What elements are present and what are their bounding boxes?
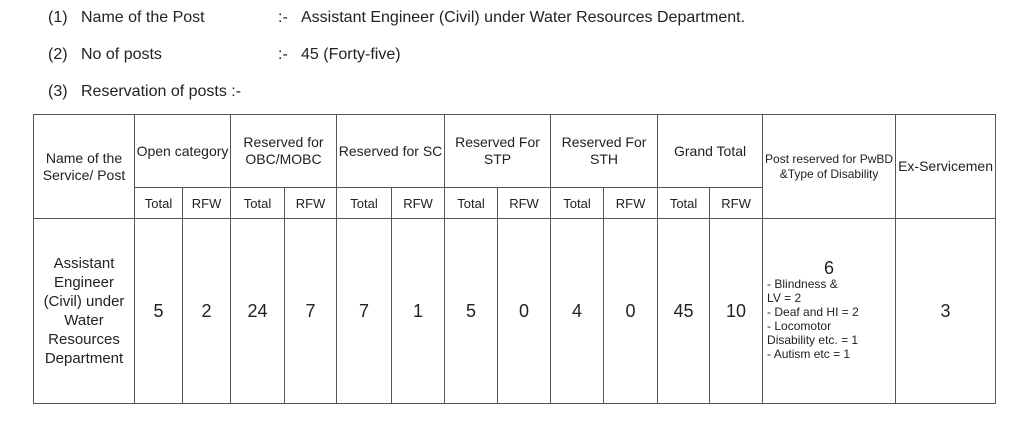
header-sth: Reserved For STH xyxy=(550,114,659,188)
header-sc: Reserved for SC xyxy=(336,114,446,188)
subheader-total: Total xyxy=(657,187,711,219)
pwbd-count: 6 xyxy=(824,258,835,278)
pwbd-line: - Deaf and HI = 2 xyxy=(767,305,859,319)
subheader-total: Total xyxy=(134,187,183,219)
subheader-rfw: RFW xyxy=(182,187,231,219)
table-row: Assistant Engineer (Civil) under Water R… xyxy=(33,218,997,404)
subheader-total: Total xyxy=(230,187,285,219)
service-name-cell: Assistant Engineer (Civil) under Water R… xyxy=(33,218,135,404)
obc-total-cell: 24 xyxy=(230,218,285,404)
pwbd-line: - Autism etc = 1 xyxy=(767,347,851,361)
subheader-rfw: RFW xyxy=(709,187,764,219)
stp-total-cell: 5 xyxy=(444,218,499,404)
subheader-rfw: RFW xyxy=(283,187,338,219)
stp-rfw-cell: 0 xyxy=(497,218,552,404)
grand-total-cell: 45 xyxy=(657,218,711,404)
header-stp: Reserved For STP xyxy=(444,114,552,188)
subheader-rfw: RFW xyxy=(497,187,552,219)
grand-rfw-cell: 10 xyxy=(709,218,764,404)
pwbd-line: - Locomotor xyxy=(767,319,832,333)
header-pwbd: Post reserved for PwBD &Type of Disabili… xyxy=(762,114,897,219)
sth-rfw-cell: 0 xyxy=(603,218,659,404)
subheader-total: Total xyxy=(444,187,499,219)
item-label: Name of the Post xyxy=(81,9,205,26)
subheader-rfw: RFW xyxy=(603,187,659,219)
header-open-category: Open category xyxy=(134,114,231,188)
sth-total-cell: 4 xyxy=(550,218,605,404)
open-total-cell: 5 xyxy=(134,218,183,404)
item-separator: :- xyxy=(278,9,288,26)
item-number: (2) xyxy=(48,46,68,63)
item-label: No of posts xyxy=(81,46,162,63)
item-separator: :- xyxy=(278,46,288,63)
header-obc: Reserved for OBC/MOBC xyxy=(229,114,338,188)
sc-rfw-cell: 1 xyxy=(391,218,446,404)
pwbd-line: LV = 2 xyxy=(767,291,802,305)
item-value: 45 (Forty-five) xyxy=(301,46,401,63)
sc-total-cell: 7 xyxy=(336,218,393,404)
pwbd-line: Disability etc. = 1 xyxy=(767,333,859,347)
header-grand-total: Grand Total xyxy=(657,114,764,188)
pwbd-line: - Blindness & xyxy=(767,277,838,291)
header-ex-servicemen: Ex-Servicemen xyxy=(895,114,997,219)
item-number: (3) xyxy=(48,83,68,100)
obc-rfw-cell: 7 xyxy=(283,218,338,404)
subheader-rfw: RFW xyxy=(391,187,446,219)
reservation-table: Name of the Service/ Post Open category … xyxy=(33,114,997,404)
subheader-total: Total xyxy=(336,187,393,219)
item-label: Reservation of posts :- xyxy=(81,83,242,100)
open-rfw-cell: 2 xyxy=(182,218,231,404)
subheader-total: Total xyxy=(550,187,605,219)
ex-servicemen-cell: 3 xyxy=(895,218,997,404)
header-service-name: Name of the Service/ Post xyxy=(33,114,135,219)
pwbd-cell: 6 - Blindness & LV = 2 - Deaf and HI = 2… xyxy=(762,218,897,404)
item-value: Assistant Engineer (Civil) under Water R… xyxy=(301,9,746,26)
item-number: (1) xyxy=(48,9,68,26)
